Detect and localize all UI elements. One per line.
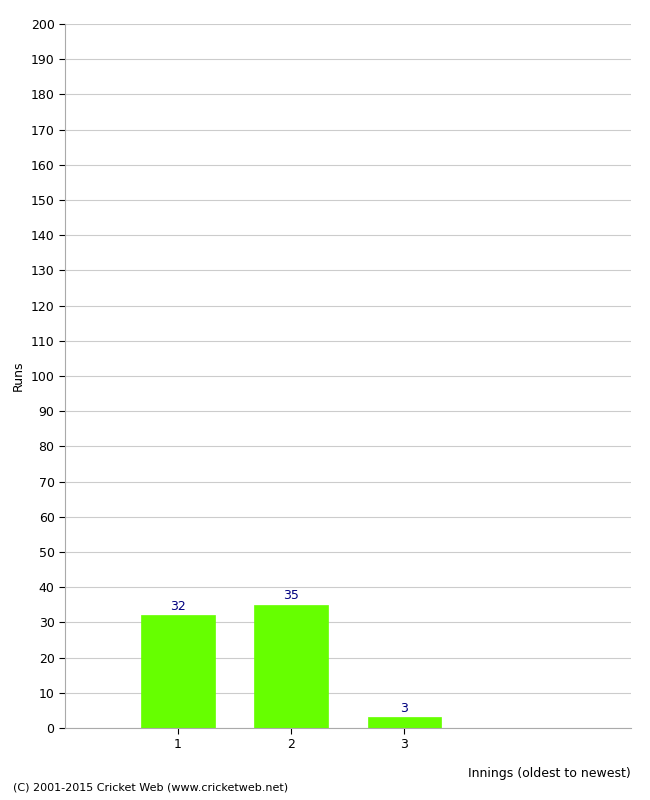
Y-axis label: Runs: Runs bbox=[12, 361, 25, 391]
Text: Innings (oldest to newest): Innings (oldest to newest) bbox=[468, 766, 630, 780]
Text: 35: 35 bbox=[283, 589, 299, 602]
Text: 32: 32 bbox=[170, 599, 186, 613]
Text: 3: 3 bbox=[400, 702, 408, 714]
Bar bbox=[254, 605, 328, 728]
Bar bbox=[367, 718, 441, 728]
Bar bbox=[141, 615, 215, 728]
Text: (C) 2001-2015 Cricket Web (www.cricketweb.net): (C) 2001-2015 Cricket Web (www.cricketwe… bbox=[13, 782, 288, 792]
